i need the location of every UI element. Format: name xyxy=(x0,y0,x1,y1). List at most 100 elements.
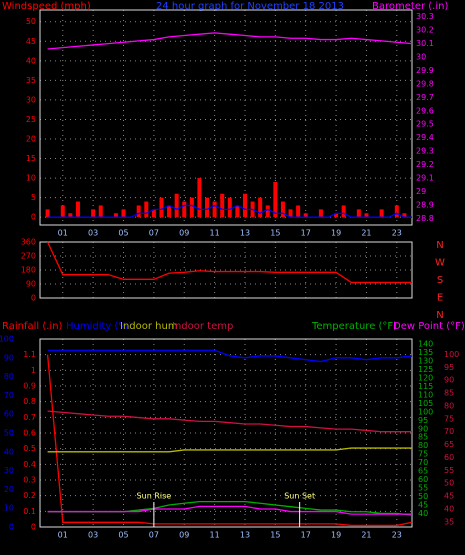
bar xyxy=(174,193,179,218)
y-tick-label: 95 xyxy=(418,416,428,425)
annotation: Sun Set xyxy=(284,492,315,501)
y-tick-label: 29.3 xyxy=(416,147,434,156)
bar xyxy=(167,205,172,218)
compass-label: S xyxy=(437,275,443,286)
legend-label: Indoor temp xyxy=(172,321,233,332)
y-tick-label: 65 xyxy=(444,440,454,449)
bar xyxy=(258,197,263,218)
bar xyxy=(379,209,384,218)
y-tick-label: 65 xyxy=(418,467,428,476)
y-tick-label: 1 xyxy=(31,366,36,375)
x-tick-label: 07 xyxy=(149,531,159,540)
y-tick-label: 29 xyxy=(416,187,426,196)
bar xyxy=(220,193,225,218)
bar xyxy=(280,201,285,218)
y-tick-label: 115 xyxy=(418,382,433,391)
y-tick-label: 85 xyxy=(444,389,454,398)
x-tick-label: 23 xyxy=(392,531,402,540)
bar xyxy=(136,205,141,218)
y-tick-label: 130 xyxy=(418,357,433,366)
bar xyxy=(303,213,308,218)
y-tick-label: 29.8 xyxy=(416,79,434,88)
y-tick-label: 40 xyxy=(4,447,14,456)
y-tick-label: 0 xyxy=(31,294,36,303)
y-tick-label: 75 xyxy=(418,450,428,459)
x-tick-label: 17 xyxy=(301,229,311,238)
y-tick-label: 35 xyxy=(26,76,36,85)
x-tick-label: 11 xyxy=(210,229,220,238)
y-tick-label: 95 xyxy=(444,363,454,372)
x-tick-label: 19 xyxy=(331,531,341,540)
x-tick-label: 07 xyxy=(149,229,159,238)
y-tick-label: 75 xyxy=(444,414,454,423)
y-tick-label: 90 xyxy=(444,376,454,385)
y-tick-label: 60 xyxy=(418,475,428,484)
bar xyxy=(364,213,369,218)
y-tick-label: 30.2 xyxy=(416,26,434,35)
y-tick-label: 85 xyxy=(418,433,428,442)
line xyxy=(47,410,412,433)
compass-label: W xyxy=(435,258,445,269)
bar xyxy=(205,197,210,218)
bar xyxy=(144,201,149,218)
plot-frame xyxy=(39,338,413,528)
y-tick-label: 80 xyxy=(444,401,454,410)
y-tick-label: 105 xyxy=(418,399,433,408)
y-tick-label: 45 xyxy=(26,37,36,46)
x-tick-label: 09 xyxy=(179,229,189,238)
bar xyxy=(402,213,407,218)
y-tick-label: 45 xyxy=(444,492,454,501)
x-tick-label: 01 xyxy=(58,531,68,540)
x-tick-label: 21 xyxy=(361,229,371,238)
y-tick-label: 70 xyxy=(4,391,14,400)
y-tick-label: 40 xyxy=(444,504,454,513)
bar xyxy=(288,209,293,218)
y-tick-label: 29.9 xyxy=(416,66,434,75)
bar xyxy=(356,209,361,218)
y-tick-label: 140 xyxy=(418,340,433,349)
x-tick-label: 11 xyxy=(210,531,220,540)
y-tick-label: 360 xyxy=(21,238,36,247)
bar xyxy=(189,197,194,218)
x-tick-label: 09 xyxy=(179,531,189,540)
y-tick-label: 60 xyxy=(444,453,454,462)
y-tick-label: 55 xyxy=(418,484,428,493)
x-tick-label: 23 xyxy=(392,229,402,238)
y-tick-label: 20 xyxy=(4,485,14,494)
y-tick-label: 50 xyxy=(26,17,36,26)
y-tick-label: 50 xyxy=(418,492,428,501)
compass-label: N xyxy=(436,310,443,321)
bar xyxy=(296,205,301,218)
y-tick-label: 55 xyxy=(444,466,454,475)
x-tick-label: 05 xyxy=(118,531,128,540)
legend-label: Barometer (.in) xyxy=(372,1,448,12)
x-tick-label: 15 xyxy=(270,229,280,238)
compass-label: N xyxy=(436,240,443,251)
y-tick-label: 270 xyxy=(21,252,36,261)
x-tick-label: 03 xyxy=(88,531,98,540)
legend-label: Indoor hum xyxy=(120,321,178,332)
line xyxy=(47,204,412,218)
y-tick-label: 135 xyxy=(418,348,433,357)
x-tick-label: 19 xyxy=(331,229,341,238)
y-tick-label: 35 xyxy=(444,517,454,526)
y-tick-label: 50 xyxy=(444,479,454,488)
compass-label: E xyxy=(437,293,443,304)
line xyxy=(47,349,413,363)
bar xyxy=(159,197,164,218)
y-tick-label: 30 xyxy=(26,95,36,104)
y-tick-label: 15 xyxy=(26,154,36,163)
y-tick-label: 40 xyxy=(418,509,428,518)
y-tick-label: 125 xyxy=(418,365,433,374)
annotation: Sun Rise xyxy=(137,492,172,501)
y-tick-label: 100 xyxy=(418,407,433,416)
y-tick-label: 30 xyxy=(4,466,14,475)
y-tick-label: 0.3 xyxy=(23,476,36,485)
y-tick-label: 29.6 xyxy=(416,106,434,115)
y-tick-label: 20 xyxy=(26,135,36,144)
bar xyxy=(265,205,270,218)
y-tick-label: 0.2 xyxy=(23,491,36,500)
y-tick-label: 0.7 xyxy=(23,413,36,422)
